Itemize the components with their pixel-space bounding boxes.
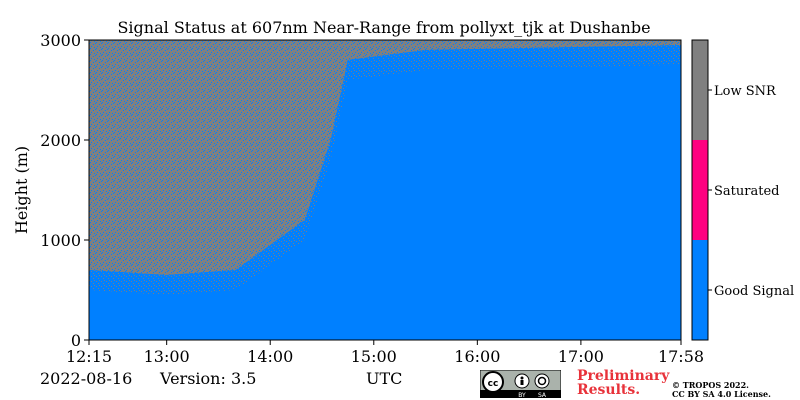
x-tick-label: 14:00 (247, 347, 293, 366)
colorbar: Low SNR Saturated Good Signal (691, 39, 794, 341)
x-tick-label: 12:15 (66, 347, 112, 366)
preliminary-line-2: Results. (577, 382, 641, 398)
plot-frame (88, 39, 682, 341)
colorbar-low-snr (692, 40, 708, 140)
chart-title: Signal Status at 607nm Near-Range from p… (117, 18, 650, 37)
sa-icon (534, 373, 550, 389)
date-label: 2022-08-16 (40, 369, 133, 388)
utc-label: UTC (366, 369, 403, 388)
x-tick-label: 13:00 (144, 347, 190, 366)
cc-license-badge: cc BY SA (480, 370, 561, 398)
colorbar-label-saturated: Saturated (714, 184, 779, 199)
colorbar-label-good-signal: Good Signal (714, 284, 794, 299)
x-tick-label: 16:00 (454, 347, 500, 366)
low-snr-region (89, 40, 681, 275)
colorbar-label-low-snr: Low SNR (714, 84, 777, 99)
copyright-line-2: CC BY SA 4.0 License. (672, 389, 771, 399)
y-axis-label: Height (m) (12, 146, 31, 234)
y-tick-label: 0 (71, 331, 81, 350)
y-tick-label: 2000 (40, 131, 81, 150)
preliminary-line-1: Preliminary (577, 368, 670, 384)
y-tick-label: 3000 (40, 31, 81, 50)
y-axis: 0 1000 2000 3000 (40, 31, 89, 350)
copyright-notice: © TROPOS 2022. CC BY SA 4.0 License. (672, 381, 771, 399)
cc-sa-text: SA (538, 392, 547, 398)
plot-area (88, 39, 682, 341)
cc-license-svg: cc BY SA (480, 370, 561, 398)
cc-by-text: BY (518, 392, 526, 398)
colorbar-good-signal (692, 240, 708, 340)
x-tick-label: 15:00 (351, 347, 397, 366)
svg-text:cc: cc (488, 379, 499, 389)
version-label: Version: 3.5 (160, 369, 257, 388)
x-tick-label: 17:58 (658, 347, 704, 366)
copyright-line-1: © TROPOS 2022. (672, 380, 749, 390)
colorbar-saturated (692, 140, 708, 240)
preliminary-results-label: Preliminary Results. (577, 369, 669, 397)
x-tick-label: 17:00 (558, 347, 604, 366)
cc-icon (482, 371, 504, 393)
y-tick-label: 1000 (40, 231, 81, 250)
x-axis: 12:15 13:00 14:00 15:00 16:00 17:00 17:58 (66, 340, 704, 366)
